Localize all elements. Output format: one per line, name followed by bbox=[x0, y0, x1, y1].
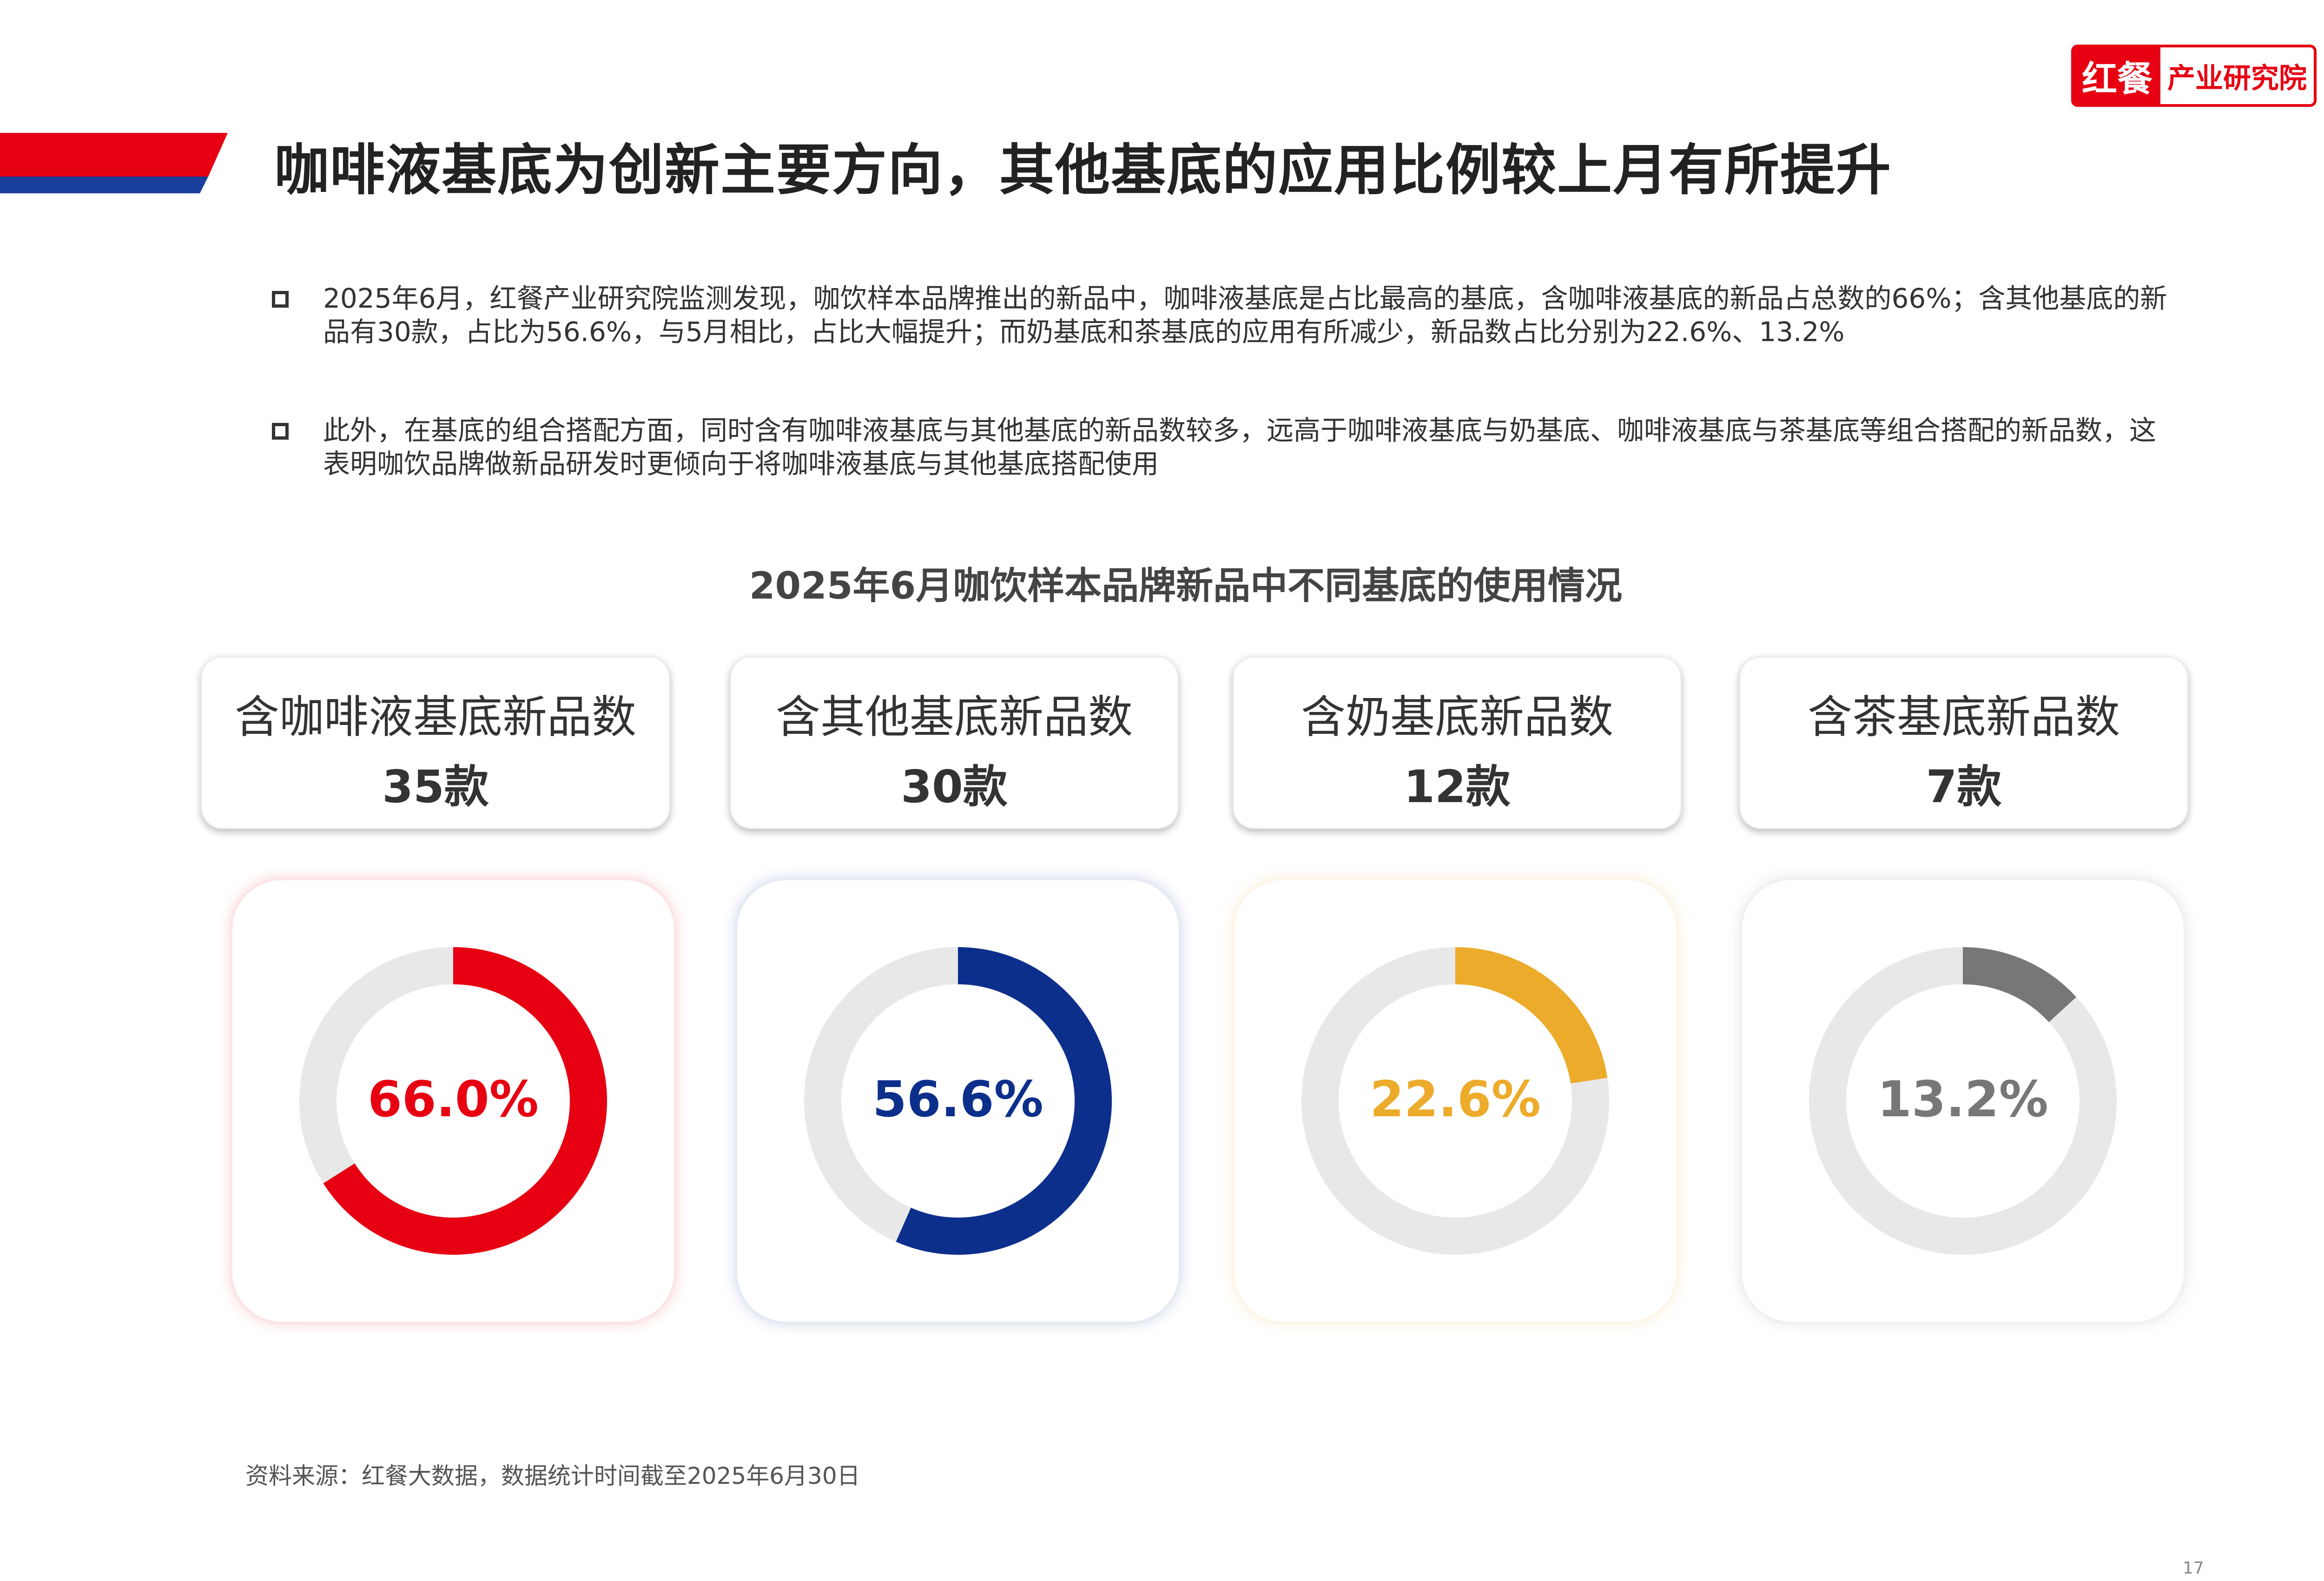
title-accent-bar bbox=[0, 133, 228, 193]
bullet-item: 2025年6月，红餐产业研究院监测发现，咖饮样本品牌推出的新品中，咖啡液基底是占… bbox=[272, 282, 2178, 349]
count-card-coffee: 含咖啡液基底新品数 35款 bbox=[201, 656, 670, 829]
title-accent-red bbox=[0, 133, 228, 177]
donut-arc bbox=[1962, 947, 2077, 1023]
count-label: 含茶基底新品数 bbox=[1808, 691, 2120, 743]
count-card-milk: 含奶基底新品数 12款 bbox=[1233, 656, 1682, 829]
count-card-other: 含其他基底新品数 30款 bbox=[730, 656, 1179, 829]
donut-card-tea: 13.2% bbox=[1739, 877, 2186, 1324]
count-label: 含奶基底新品数 bbox=[1301, 691, 1613, 743]
count-value: 12款 bbox=[1404, 761, 1511, 813]
bullet-item: 此外，在基底的组合搭配方面，同时含有咖啡液基底与其他基底的新品数较多，远高于咖啡… bbox=[272, 414, 2178, 481]
source-note: 资料来源：红餐大数据，数据统计时间截至2025年6月30日 bbox=[245, 1462, 860, 1489]
count-card-tea: 含茶基底新品数 7款 bbox=[1739, 656, 2188, 829]
logo-institute-name: 产业研究院 bbox=[2167, 62, 2307, 95]
donut-arc bbox=[896, 947, 1112, 1255]
donut-chart bbox=[299, 947, 607, 1255]
square-bullet-icon bbox=[272, 291, 289, 308]
donut-card-other: 56.6% bbox=[734, 877, 1182, 1324]
square-bullet-icon bbox=[272, 423, 289, 440]
donut-percent-label: 56.6% bbox=[872, 1071, 1043, 1128]
bullet-text: 此外，在基底的组合搭配方面，同时含有咖啡液基底与其他基底的新品数较多，远高于咖啡… bbox=[323, 415, 2157, 480]
donut-chart bbox=[804, 947, 1112, 1255]
donut-card-coffee: 66.0% bbox=[230, 877, 677, 1324]
count-value: 35款 bbox=[382, 761, 489, 813]
donut-arc bbox=[1455, 947, 1608, 1084]
page-number: 17 bbox=[2183, 1559, 2204, 1578]
count-label: 含其他基底新品数 bbox=[776, 691, 1133, 743]
title-accent-blue bbox=[0, 177, 208, 193]
count-value: 7款 bbox=[1926, 761, 2002, 813]
logo: 红餐 产业研究院 bbox=[2071, 45, 2317, 107]
page-title: 咖啡液基底为创新主要方向，其他基底的应用比例较上月有所提升 bbox=[274, 138, 1892, 202]
donut-card-milk: 22.6% bbox=[1232, 877, 1679, 1324]
bullet-text: 2025年6月，红餐产业研究院监测发现，咖饮样本品牌推出的新品中，咖啡液基底是占… bbox=[323, 283, 2167, 348]
donut-chart bbox=[1301, 947, 1609, 1255]
count-label: 含咖啡液基底新品数 bbox=[235, 691, 636, 743]
count-value: 30款 bbox=[901, 761, 1008, 813]
chart-title: 2025年6月咖饮样本品牌新品中不同基底的使用情况 bbox=[749, 564, 1623, 607]
donut-percent-label: 13.2% bbox=[1877, 1071, 2048, 1128]
logo-brand-mark: 红餐 bbox=[2074, 47, 2160, 104]
donut-chart bbox=[1809, 947, 2117, 1255]
donut-percent-label: 66.0% bbox=[368, 1071, 539, 1128]
donut-arc bbox=[323, 947, 607, 1255]
donut-percent-label: 22.6% bbox=[1370, 1071, 1541, 1128]
